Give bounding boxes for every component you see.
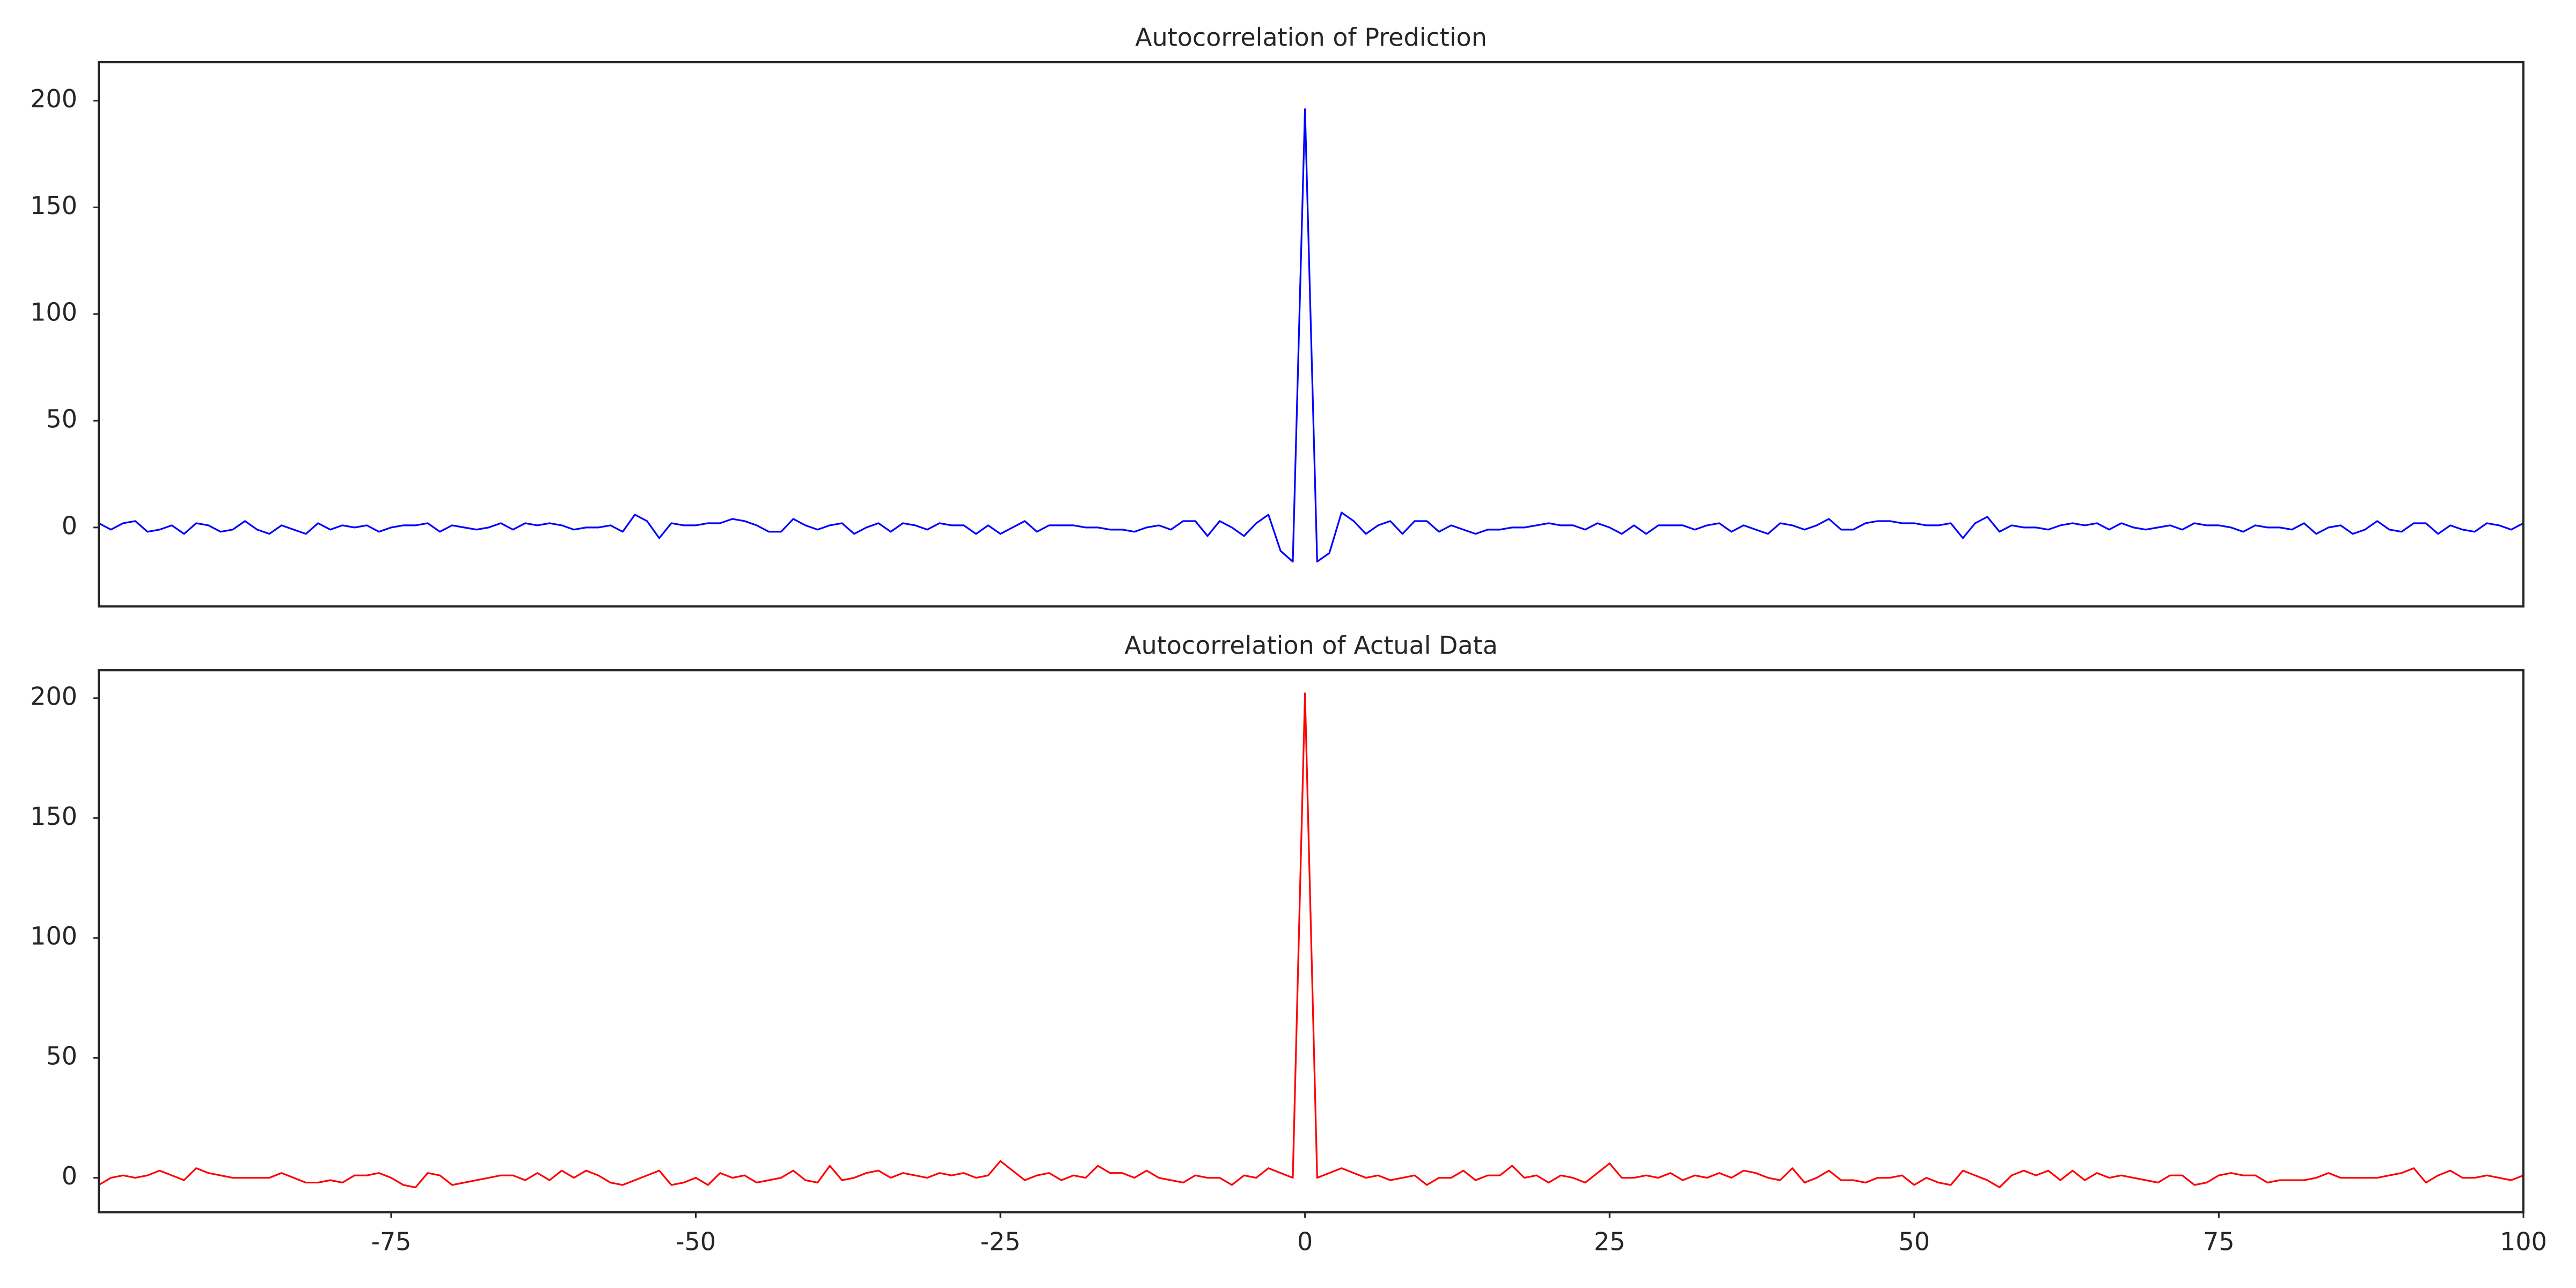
x-tick-label: 50 bbox=[1899, 1227, 1930, 1256]
y-tick-label: 200 bbox=[30, 682, 77, 711]
chart-title: Autocorrelation of Actual Data bbox=[1124, 631, 1498, 660]
data-line bbox=[99, 108, 2523, 563]
y-tick-label: 150 bbox=[30, 191, 77, 220]
x-tick-label: -25 bbox=[980, 1227, 1020, 1256]
x-tick-label: 75 bbox=[2203, 1227, 2235, 1256]
plot-frame bbox=[98, 669, 2524, 1213]
y-tick-label: 150 bbox=[30, 802, 77, 831]
y-tick-label: 100 bbox=[30, 298, 77, 327]
x-tick-label: -75 bbox=[371, 1227, 411, 1256]
x-tick-label: 0 bbox=[1297, 1227, 1313, 1256]
data-line bbox=[99, 692, 2523, 1189]
y-tick-label: 0 bbox=[62, 511, 77, 540]
y-tick-label: 100 bbox=[30, 921, 77, 950]
x-tick-label: 100 bbox=[2500, 1227, 2547, 1256]
x-tick-label: -50 bbox=[676, 1227, 716, 1256]
y-tick-label: 0 bbox=[62, 1161, 77, 1190]
y-tick-label: 50 bbox=[46, 1042, 77, 1071]
y-tick-label: 50 bbox=[46, 405, 77, 434]
y-tick-label: 200 bbox=[30, 84, 77, 113]
x-tick-label: 25 bbox=[1594, 1227, 1626, 1256]
chart-title: Autocorrelation of Prediction bbox=[1135, 23, 1487, 52]
plot-frame bbox=[98, 61, 2524, 608]
